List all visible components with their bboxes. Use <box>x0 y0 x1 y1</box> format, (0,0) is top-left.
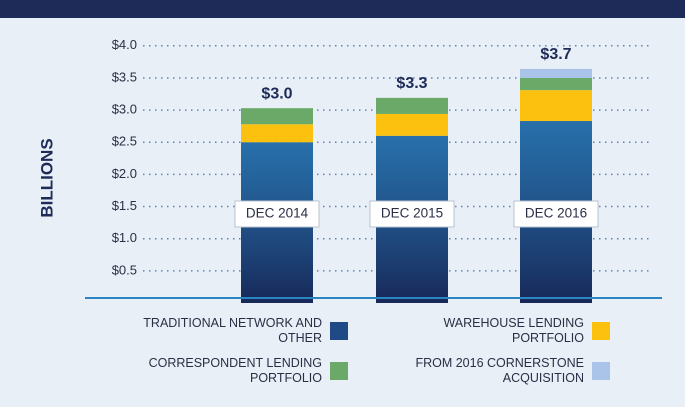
bar-segment <box>376 113 448 136</box>
legend-label: FROM 2016 CORNERSTONE ACQUISITION <box>415 356 584 385</box>
bar-segment <box>520 90 592 122</box>
legend-item: FROM 2016 CORNERSTONE ACQUISITION <box>310 356 610 386</box>
legend-swatch <box>592 322 610 340</box>
bar-segment <box>520 68 592 78</box>
legend-item: CORRESPONDENT LENDING PORTFOLIO <box>48 356 348 386</box>
y-tick-label: $3.5 <box>112 69 137 84</box>
category-box <box>234 200 320 228</box>
y-tick-label: $1.5 <box>112 198 137 213</box>
bar-segment <box>241 124 313 143</box>
legend-label: WAREHOUSE LENDING PORTFOLIO <box>443 316 584 345</box>
category-box <box>513 200 599 228</box>
y-tick-label: $1.0 <box>112 230 137 245</box>
legend-swatch <box>330 362 348 380</box>
y-tick-label: $3.0 <box>112 102 137 117</box>
total-label: $3.3 <box>396 75 427 92</box>
legend-swatch <box>330 322 348 340</box>
y-tick-label: $2.0 <box>112 166 137 181</box>
legend-swatch <box>592 362 610 380</box>
legend-item: TRADITIONAL NETWORK AND OTHER <box>48 316 348 346</box>
header-band <box>0 0 685 18</box>
y-tick-label: $2.5 <box>112 134 137 149</box>
x-tick-label: DEC 2016 <box>525 206 587 221</box>
legend-label: CORRESPONDENT LENDING PORTFOLIO <box>148 356 322 385</box>
legend-item: WAREHOUSE LENDING PORTFOLIO <box>310 316 610 346</box>
bar-segment <box>376 97 448 114</box>
y-tick-label: $0.5 <box>112 262 137 277</box>
total-label: $3.7 <box>540 46 571 63</box>
legend-label: TRADITIONAL NETWORK AND OTHER <box>143 316 322 345</box>
y-tick-label: $4.0 <box>112 37 137 52</box>
y-axis-label: BILLIONS <box>37 138 56 217</box>
bar-segment <box>241 108 313 125</box>
x-tick-label: DEC 2014 <box>246 206 309 221</box>
total-label: $3.0 <box>261 85 292 102</box>
bar-segment <box>520 77 592 91</box>
x-tick-label: DEC 2015 <box>381 206 443 221</box>
category-box <box>369 200 455 228</box>
